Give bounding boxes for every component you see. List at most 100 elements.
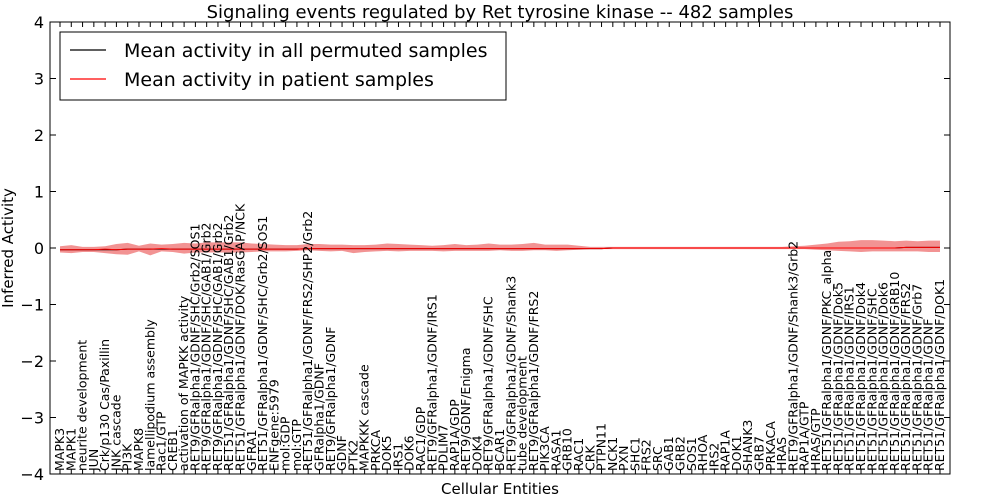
- x-tick-label: NCK1: [605, 437, 620, 471]
- x-tick-label: RASA1: [548, 430, 563, 471]
- y-tick-label: −2: [20, 352, 44, 371]
- x-tick-label: GDNF: [334, 435, 349, 471]
- x-tick-label: RET51/GFRalpha1/GDNF/Grb7: [909, 284, 924, 471]
- x-tick-label: MAPK8: [131, 428, 146, 471]
- x-tick-label: activation of MAPKK activity: [176, 295, 191, 471]
- x-tick-label: MAPK3: [52, 428, 67, 471]
- x-tick-label: JNK cascade: [108, 394, 123, 472]
- x-tick-label: BCAR1: [492, 429, 507, 471]
- x-tick-label: PDLIM7: [436, 424, 451, 471]
- x-tick-label: PTK2: [345, 440, 360, 471]
- x-tick-label: PIK3CA: [537, 426, 552, 471]
- x-tick-label: GAB1: [661, 436, 676, 471]
- x-tick-label: RET51/GFRalpha1/GDNF/FRS2: [898, 283, 913, 471]
- x-tick-label: RET51/GFRalpha1/GDNF/SHC/GAB1/Grb2: [221, 215, 236, 471]
- x-tick-label: CRK: [582, 445, 597, 471]
- x-tick-label: RET51/GFRalpha1/GDNF/DOK1: [932, 279, 947, 471]
- x-tick-label: DOK5: [379, 435, 394, 471]
- patient-activity-band: [60, 240, 940, 256]
- x-tick-label: PI3K: [120, 443, 135, 471]
- x-tick-label: RET51/GFRalpha1/GDNF/PKC_alpha: [819, 250, 834, 471]
- x-tick-label: GFRalpha1/GDNF: [311, 363, 326, 471]
- x-tick-label: RET51/GFRalpha1/GDNF/IRS1: [842, 286, 857, 471]
- y-tick-label: 4: [34, 13, 44, 32]
- x-tick-label: RET51/GFRalpha1/GDNF/SHC/Grb2/SOS1: [255, 216, 270, 471]
- x-tick-label: SRC: [650, 446, 665, 471]
- y-tick-label: 2: [34, 126, 44, 145]
- x-tick-label: MAPKKK cascade: [357, 364, 372, 471]
- x-tick-label: RET51/GFRalpha1/GDNF/FRS2/SHP2/Grb2: [300, 211, 315, 471]
- x-tick-label: PXN: [616, 446, 631, 471]
- x-tick-label: RAP1A/GTP: [797, 401, 812, 471]
- x-tick-label: RET9/GFRalpha1/GDNF/Shank3/Grb2: [785, 241, 800, 471]
- x-axis-label: Cellular Entities: [441, 480, 559, 498]
- x-tick-label: RET51/GFRalpha1/GDNF/SHC: [864, 288, 879, 471]
- x-tick-label: SOS1: [684, 437, 699, 471]
- x-tick-label: mol:GTP: [289, 419, 304, 471]
- x-tick-label: RET9/GFRalpha1/GDNF/Shank3: [503, 276, 518, 471]
- x-tick-label: HRAS/GTP: [808, 408, 823, 471]
- legend-label-permuted: Mean activity in all permuted samples: [124, 40, 487, 62]
- x-tick-label: RET9/GDNF/Enigma: [458, 347, 473, 471]
- x-tick-label: GFRA1: [244, 429, 259, 471]
- x-tick-label: RET51/GFRalpha1/GDNF/DOK/RasGAP/NCK: [233, 203, 248, 471]
- x-tick-label: lamellipodium assembly: [142, 319, 157, 471]
- chart-title: Signaling events regulated by Ret tyrosi…: [207, 2, 794, 23]
- legend-label-patient: Mean activity in patient samples: [124, 69, 434, 91]
- x-tick-label: RET9/GFRalpha1/GDNF/SHC/GAB1/Grb2: [199, 222, 214, 471]
- x-tick-label: DOK4: [469, 435, 484, 471]
- x-tick-label: RET9/GFRalpha1/GDNF/IRS1: [424, 294, 439, 471]
- x-tick-label: RET9/GFRalpha1/GDNF/SHC: [481, 296, 496, 471]
- x-tick-label: RET9/GFRalpha1/GDNF: [323, 327, 338, 471]
- x-tick-label: RET51/GFRalpha1/GDNF/Dok4: [853, 282, 868, 471]
- x-tick-label: tube development: [515, 356, 530, 471]
- band-layer: [60, 240, 940, 256]
- y-tick-label: 3: [34, 70, 44, 89]
- x-tick-label: JUN: [86, 449, 101, 472]
- x-tick-label: IRS1: [390, 443, 405, 471]
- x-tick-label: RET9/GFRalpha1/GDNF/SHC/GAB1/Grb2: [210, 222, 225, 471]
- legend-box: [59, 31, 507, 101]
- x-tick-label: ENFgene:5979: [266, 379, 281, 471]
- x-tick-label: GRB10: [560, 428, 575, 471]
- line-layer: [60, 246, 940, 251]
- x-tick-label: neurite development: [75, 340, 90, 471]
- x-tick-label: DOK1: [729, 435, 744, 471]
- patient-mean-line: [60, 246, 940, 251]
- x-tick-label: RHOA: [695, 434, 710, 471]
- y-tick-label: −3: [20, 409, 44, 428]
- x-tick-label: HRAS: [774, 437, 789, 471]
- x-tick-label: RAP1A: [718, 430, 733, 471]
- x-tick-label: PTPN11: [594, 423, 609, 471]
- x-tick-label: PRKACA: [763, 421, 778, 471]
- x-tick-label: RAC1: [571, 438, 586, 471]
- x-tick-label: RAC1/GDP: [413, 406, 428, 471]
- x-tick-label: Rac1/GTP: [154, 411, 169, 471]
- x-tick-label: RAP1A/GDP: [447, 399, 462, 471]
- x-tick-label: RET9/GFRalpha1/GDNF/FRS2: [526, 291, 541, 471]
- x-tick-label: mol:GDP: [278, 416, 293, 471]
- x-tick-label: SHC1: [627, 437, 642, 471]
- x-tick-label: RET51/GFRalpha1/GDNF/Dok6: [876, 282, 891, 471]
- legend: Mean activity in all permuted samples Me…: [59, 31, 507, 101]
- x-tick-label: GRB2: [673, 436, 688, 471]
- x-tick-label: MAPK1: [63, 428, 78, 471]
- x-tick-label: PRKCA: [368, 430, 383, 471]
- x-tick-label: SHANK3: [740, 420, 755, 471]
- x-tick-label: RET51/GFRalpha1/GDNF: [921, 319, 936, 471]
- y-tick-label: 0: [34, 239, 44, 258]
- y-tick-label: −1: [20, 296, 44, 315]
- y-axis: −4 −3 −2 −1 0 1 2 3 4: [20, 13, 950, 484]
- x-tick-label: RET51/GFRalpha1/GDNF/GRB10: [887, 272, 902, 471]
- y-axis-label: Inferred Activity: [0, 188, 17, 308]
- x-tick-label: CREB1: [165, 429, 180, 471]
- x-tick-label: FRS2: [639, 439, 654, 471]
- x-tick-label: GRB7: [751, 436, 766, 471]
- y-tick-label: −4: [20, 465, 44, 484]
- y-tick-label: 1: [34, 183, 44, 202]
- x-tick-label: RET9/GFRalpha1/GDNF/SHC/Grb2/SOS1: [187, 224, 202, 471]
- x-tick-label: DOK6: [402, 435, 417, 471]
- x-tick-label: IRS2: [706, 443, 721, 471]
